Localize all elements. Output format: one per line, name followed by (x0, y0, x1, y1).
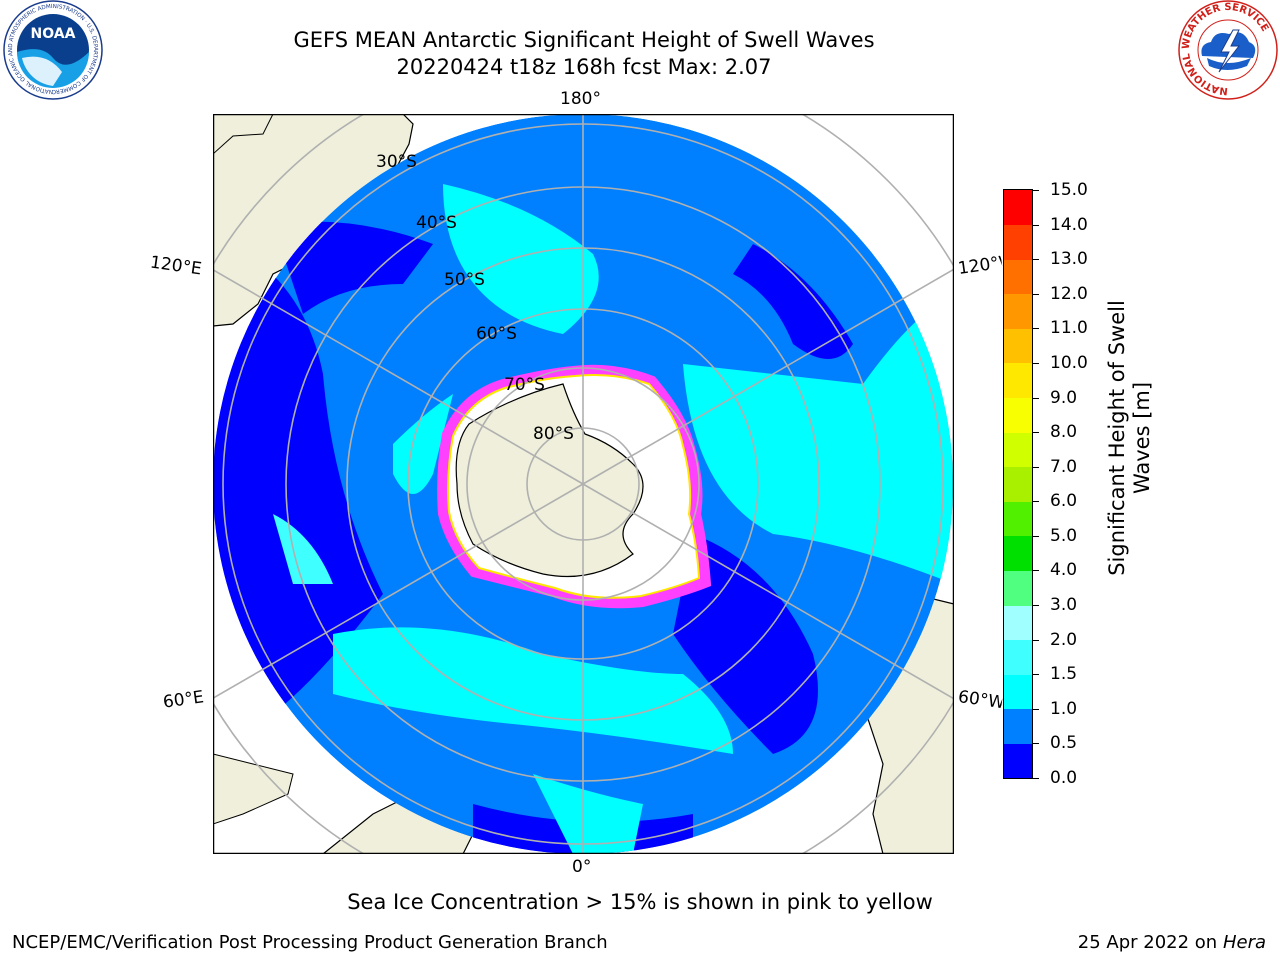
colorbar-title-line1: Significant Height of Swell (1105, 300, 1130, 576)
colorbar-tick (1033, 501, 1039, 502)
colorbar-segment (1004, 190, 1032, 225)
colorbar-tick (1033, 570, 1039, 571)
colorbar-tick-label: 2.0 (1050, 631, 1077, 649)
lon-label-120e: 120°E (149, 252, 203, 279)
colorbar-tick-label: 0.0 (1050, 769, 1077, 787)
colorbar-tick-label: 14.0 (1050, 216, 1088, 234)
colorbar-tick (1033, 605, 1039, 606)
colorbar-tick (1033, 743, 1039, 744)
colorbar-tick-label: 13.0 (1050, 250, 1088, 268)
colorbar-tick (1033, 778, 1039, 779)
colorbar-tick-label: 9.0 (1050, 389, 1077, 407)
colorbar-segment (1004, 605, 1032, 640)
colorbar-tick (1033, 259, 1039, 260)
lon-label-60e: 60°E (162, 687, 205, 712)
colorbar-tick (1033, 328, 1039, 329)
nws-logo: NATIONAL WEATHER SERVICE (1177, 0, 1279, 100)
colorbar-tick-label: 5.0 (1050, 527, 1077, 545)
colorbar-tick (1033, 225, 1039, 226)
chart-subtitle: 20220424 t18z 168h fcst Max: 2.07 (0, 54, 1168, 80)
colorbar-tick-label: 6.0 (1050, 492, 1077, 510)
colorbar-tick (1033, 467, 1039, 468)
colorbar-title-line2: Waves [m] (1130, 300, 1155, 576)
lat-label-80s: 80°S (533, 424, 574, 444)
colorbar-tick-label: 11.0 (1050, 319, 1088, 337)
colorbar-tick (1033, 398, 1039, 399)
colorbar-segment (1004, 398, 1032, 433)
footer-date: 25 Apr 2022 on Hera (1078, 932, 1266, 953)
lon-label-60w: 60°W (957, 687, 1003, 713)
colorbar-segment (1004, 743, 1032, 778)
polar-map (213, 114, 954, 854)
lat-label-70s: 70°S (504, 375, 545, 395)
colorbar-tick (1033, 674, 1039, 675)
colorbar-tick-label: 1.5 (1050, 665, 1077, 683)
lat-label-60s: 60°S (476, 324, 517, 344)
colorbar-tick (1033, 363, 1039, 364)
colorbar-tick (1033, 536, 1039, 537)
colorbar-segment (1004, 640, 1032, 675)
colorbar-tick-label: 0.5 (1050, 734, 1077, 752)
lat-label-40s: 40°S (416, 213, 457, 233)
colorbar-segment (1004, 328, 1032, 363)
colorbar-segment (1004, 363, 1032, 398)
colorbar-segment (1004, 570, 1032, 605)
colorbar-tick (1033, 709, 1039, 710)
colorbar (1003, 189, 1033, 779)
colorbar-tick-label: 3.0 (1050, 596, 1077, 614)
colorbar-tick-label: 1.0 (1050, 700, 1077, 718)
colorbar-tick (1033, 190, 1039, 191)
footer-machine: Hera (1223, 932, 1266, 953)
lat-label-30s: 30°S (376, 152, 417, 172)
lon-label-180: 180° (560, 89, 601, 109)
colorbar-segment (1004, 259, 1032, 294)
colorbar-segment (1004, 501, 1032, 536)
colorbar-tick-label: 4.0 (1050, 561, 1077, 579)
colorbar-tick-label: 12.0 (1050, 285, 1088, 303)
noaa-logo: NATIONAL OCEANIC AND ATMOSPHERIC ADMINIS… (2, 0, 104, 100)
colorbar-tick (1033, 432, 1039, 433)
lon-label-120w: 120°W (957, 253, 1003, 279)
svg-text:NOAA: NOAA (31, 26, 76, 42)
colorbar-tick-label: 7.0 (1050, 458, 1077, 476)
colorbar-segment (1004, 467, 1032, 502)
sea-ice-note: Sea Ice Concentration > 15% is shown in … (0, 890, 1280, 914)
colorbar-segment (1004, 294, 1032, 329)
lat-label-50s: 50°S (444, 270, 485, 290)
colorbar-tick-label: 15.0 (1050, 181, 1088, 199)
colorbar-tick (1033, 294, 1039, 295)
colorbar-segment (1004, 674, 1032, 709)
colorbar-title: Significant Height of Swell Waves [m] (1104, 228, 1156, 648)
colorbar-tick (1033, 640, 1039, 641)
chart-title: GEFS MEAN Antarctic Significant Height o… (0, 27, 1168, 53)
colorbar-segment (1004, 225, 1032, 260)
lon-label-0: 0° (572, 857, 591, 877)
colorbar-segment (1004, 536, 1032, 571)
colorbar-tick-label: 10.0 (1050, 354, 1088, 372)
colorbar-segment (1004, 432, 1032, 467)
colorbar-tick-label: 8.0 (1050, 423, 1077, 441)
colorbar-segment (1004, 709, 1032, 744)
footer-credit: NCEP/EMC/Verification Post Processing Pr… (12, 932, 608, 953)
